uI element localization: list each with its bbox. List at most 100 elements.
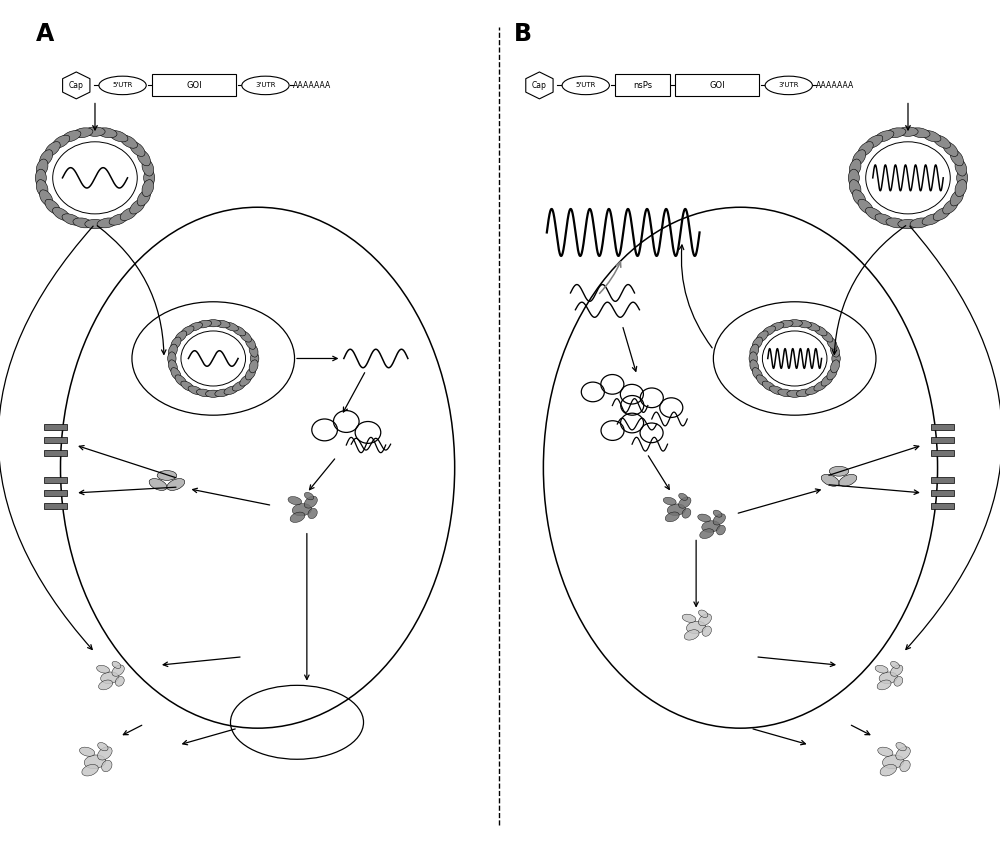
Polygon shape	[526, 72, 553, 99]
Ellipse shape	[778, 389, 793, 397]
Circle shape	[53, 142, 137, 214]
Bar	[44, 450, 67, 456]
Ellipse shape	[171, 368, 181, 380]
Ellipse shape	[756, 375, 768, 386]
Ellipse shape	[894, 676, 903, 686]
Ellipse shape	[805, 322, 820, 331]
Ellipse shape	[215, 389, 230, 397]
Ellipse shape	[896, 743, 906, 751]
Ellipse shape	[702, 521, 720, 532]
Ellipse shape	[130, 142, 145, 157]
Ellipse shape	[832, 352, 840, 365]
Text: Cap: Cap	[69, 81, 84, 90]
Bar	[675, 74, 759, 96]
Ellipse shape	[679, 497, 691, 508]
Ellipse shape	[831, 344, 839, 357]
Ellipse shape	[702, 626, 711, 636]
Ellipse shape	[896, 747, 910, 760]
Ellipse shape	[679, 493, 688, 501]
Ellipse shape	[97, 665, 110, 673]
Ellipse shape	[132, 302, 295, 416]
Ellipse shape	[171, 337, 181, 349]
Ellipse shape	[699, 610, 708, 617]
Ellipse shape	[232, 326, 246, 336]
Ellipse shape	[839, 475, 857, 486]
Ellipse shape	[866, 207, 883, 221]
Ellipse shape	[955, 159, 967, 176]
Ellipse shape	[109, 214, 128, 225]
Bar	[152, 74, 236, 96]
Ellipse shape	[292, 503, 312, 516]
Ellipse shape	[45, 199, 60, 214]
Ellipse shape	[36, 159, 48, 176]
Ellipse shape	[224, 386, 238, 395]
Ellipse shape	[796, 389, 811, 397]
Circle shape	[762, 331, 827, 386]
Ellipse shape	[288, 497, 302, 505]
Ellipse shape	[821, 330, 833, 342]
Ellipse shape	[877, 680, 891, 690]
Ellipse shape	[849, 180, 861, 196]
Ellipse shape	[858, 199, 873, 214]
Ellipse shape	[762, 326, 775, 336]
Ellipse shape	[886, 217, 906, 228]
Ellipse shape	[308, 508, 317, 518]
Ellipse shape	[898, 127, 918, 137]
Ellipse shape	[886, 128, 906, 137]
Ellipse shape	[866, 135, 883, 148]
Ellipse shape	[188, 386, 202, 395]
Ellipse shape	[814, 381, 827, 391]
Ellipse shape	[249, 344, 258, 357]
Text: nsPs: nsPs	[633, 81, 652, 90]
Ellipse shape	[713, 510, 722, 518]
Ellipse shape	[752, 368, 762, 380]
Ellipse shape	[875, 214, 894, 225]
Ellipse shape	[769, 386, 784, 395]
Ellipse shape	[97, 217, 117, 228]
Ellipse shape	[85, 219, 105, 228]
Ellipse shape	[762, 381, 775, 391]
Ellipse shape	[196, 389, 212, 397]
Ellipse shape	[933, 135, 950, 148]
Ellipse shape	[898, 219, 918, 228]
Ellipse shape	[62, 131, 81, 142]
Ellipse shape	[943, 199, 958, 214]
Text: AAAAAAA: AAAAAAA	[293, 81, 331, 90]
Ellipse shape	[130, 199, 145, 214]
Ellipse shape	[698, 514, 711, 522]
Ellipse shape	[910, 217, 930, 228]
Ellipse shape	[62, 214, 81, 225]
Ellipse shape	[84, 755, 106, 769]
Ellipse shape	[756, 330, 768, 342]
Ellipse shape	[101, 672, 119, 684]
Ellipse shape	[684, 630, 699, 640]
Ellipse shape	[168, 360, 177, 373]
Ellipse shape	[922, 214, 941, 225]
Ellipse shape	[667, 504, 686, 516]
Ellipse shape	[891, 662, 899, 668]
Ellipse shape	[181, 326, 194, 336]
Ellipse shape	[73, 217, 93, 228]
Ellipse shape	[882, 755, 904, 769]
Bar	[931, 450, 954, 456]
Text: 3'UTR: 3'UTR	[779, 83, 799, 89]
Ellipse shape	[796, 320, 811, 328]
Ellipse shape	[215, 320, 230, 328]
Ellipse shape	[137, 150, 150, 166]
Ellipse shape	[858, 142, 873, 157]
Ellipse shape	[943, 142, 958, 157]
Ellipse shape	[102, 760, 112, 771]
Ellipse shape	[249, 360, 258, 373]
Ellipse shape	[900, 760, 910, 771]
Ellipse shape	[82, 765, 98, 776]
Ellipse shape	[304, 492, 314, 500]
Ellipse shape	[665, 512, 679, 522]
Ellipse shape	[769, 322, 784, 331]
Ellipse shape	[778, 320, 793, 328]
Ellipse shape	[242, 76, 289, 94]
Bar	[931, 477, 954, 483]
Ellipse shape	[875, 131, 894, 142]
Text: 5'UTR: 5'UTR	[576, 83, 596, 89]
Ellipse shape	[120, 207, 137, 221]
Ellipse shape	[40, 150, 53, 166]
